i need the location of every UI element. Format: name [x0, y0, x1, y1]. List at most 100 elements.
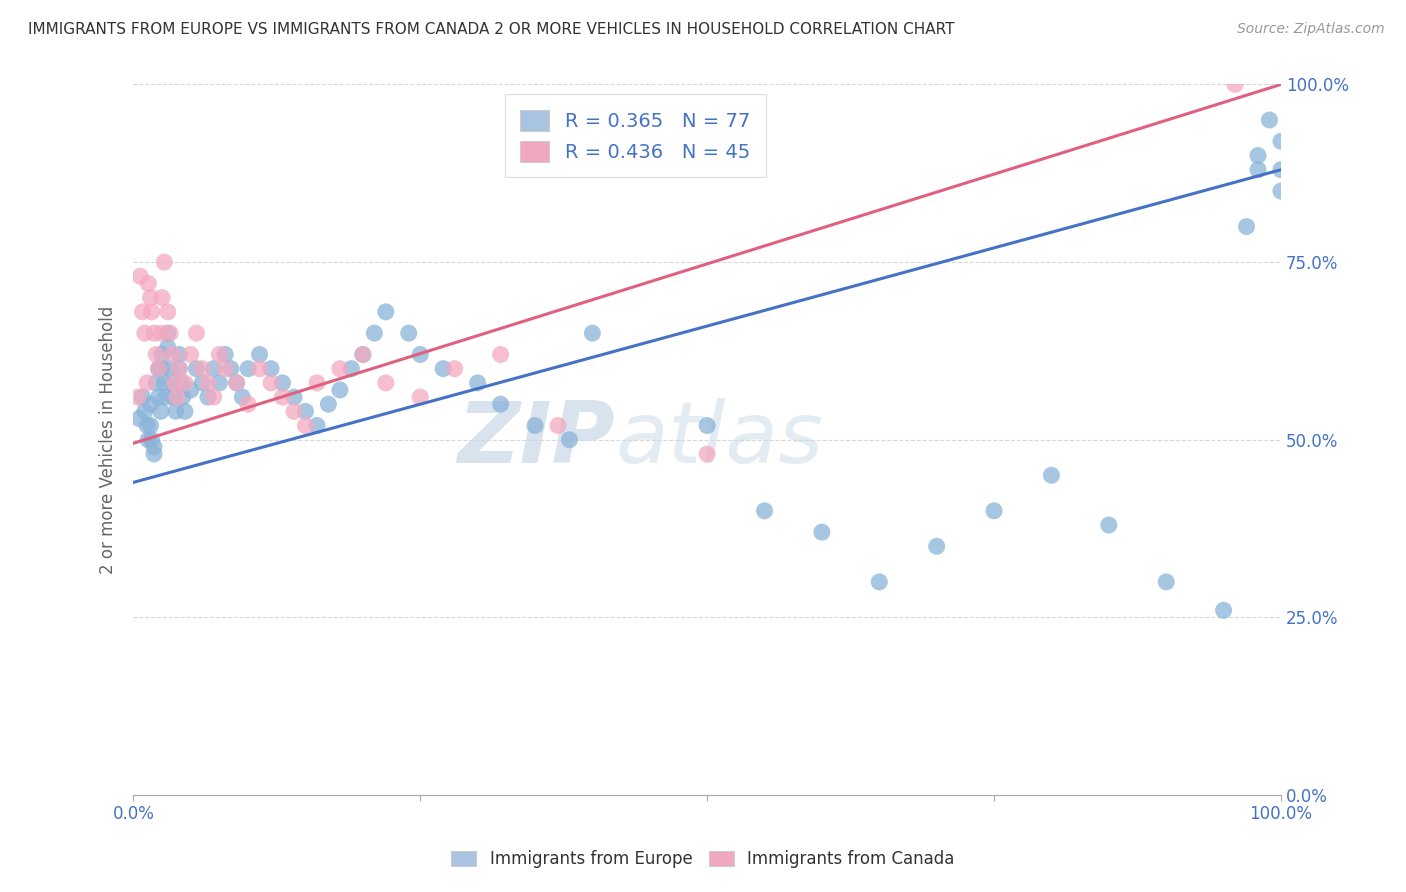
Point: [148, 361, 170, 376]
Point: [139, 418, 162, 433]
Point: [1223, 78, 1246, 92]
Point: [260, 361, 283, 376]
Point: [167, 347, 190, 361]
Point: [150, 347, 173, 361]
Point: [374, 305, 396, 319]
Point: [159, 361, 181, 376]
Point: [202, 361, 225, 376]
Point: [1258, 112, 1281, 127]
Point: [191, 361, 214, 376]
Point: [141, 305, 163, 319]
Point: [153, 376, 176, 390]
Point: [186, 361, 208, 376]
Point: [352, 347, 374, 361]
Point: [236, 361, 259, 376]
Point: [131, 390, 153, 404]
Point: [318, 397, 340, 411]
Point: [166, 390, 188, 404]
Point: [1247, 162, 1270, 177]
Point: [1270, 184, 1292, 198]
Point: [214, 361, 236, 376]
Point: [149, 326, 172, 340]
Point: [489, 397, 512, 411]
Point: [143, 326, 166, 340]
Point: [202, 390, 225, 404]
Point: [170, 376, 193, 390]
Point: [145, 376, 167, 390]
Point: [489, 347, 512, 361]
Point: [149, 404, 172, 418]
Point: [148, 390, 170, 404]
Point: [128, 411, 150, 425]
Point: [148, 361, 170, 376]
Point: [432, 361, 454, 376]
Text: IMMIGRANTS FROM EUROPE VS IMMIGRANTS FROM CANADA 2 OR MORE VEHICLES IN HOUSEHOLD: IMMIGRANTS FROM EUROPE VS IMMIGRANTS FRO…: [28, 22, 955, 37]
Point: [153, 255, 176, 269]
Point: [1247, 148, 1270, 162]
Point: [208, 376, 231, 390]
Point: [150, 361, 173, 376]
Point: [1040, 468, 1063, 483]
Point: [443, 361, 465, 376]
Point: [159, 326, 181, 340]
Point: [165, 404, 187, 418]
Point: [163, 376, 186, 390]
Point: [340, 361, 363, 376]
Point: [409, 347, 432, 361]
Point: [208, 347, 231, 361]
Point: [271, 390, 294, 404]
Point: [363, 326, 385, 340]
Point: [1154, 574, 1177, 589]
Point: [467, 376, 489, 390]
Point: [236, 397, 259, 411]
Point: [547, 418, 569, 433]
Point: [305, 418, 328, 433]
Point: [305, 376, 328, 390]
Point: [156, 340, 179, 354]
Point: [180, 347, 202, 361]
Text: ZIP: ZIP: [458, 398, 616, 482]
Point: [136, 433, 159, 447]
Text: atlas: atlas: [616, 398, 824, 482]
Point: [174, 376, 197, 390]
Point: [145, 347, 167, 361]
Point: [143, 447, 166, 461]
Point: [231, 390, 253, 404]
Point: [167, 361, 190, 376]
Point: [162, 347, 184, 361]
Point: [352, 347, 374, 361]
Point: [294, 418, 316, 433]
Point: [219, 361, 242, 376]
Point: [162, 376, 184, 390]
Point: [197, 376, 219, 390]
Point: [167, 361, 190, 376]
Point: [225, 376, 247, 390]
Point: [191, 376, 214, 390]
Point: [1212, 603, 1234, 617]
Point: [174, 404, 197, 418]
Point: [696, 418, 718, 433]
Point: [136, 418, 159, 433]
Point: [131, 305, 153, 319]
Point: [329, 361, 352, 376]
Point: [155, 390, 177, 404]
Y-axis label: 2 or more Vehicles in Household: 2 or more Vehicles in Household: [100, 306, 117, 574]
Point: [754, 504, 776, 518]
Point: [225, 376, 247, 390]
Point: [398, 326, 420, 340]
Point: [134, 326, 156, 340]
Point: [271, 376, 294, 390]
Point: [214, 347, 236, 361]
Point: [197, 390, 219, 404]
Point: [925, 539, 948, 553]
Point: [172, 390, 194, 404]
Point: [811, 525, 834, 540]
Point: [1098, 518, 1121, 533]
Point: [129, 269, 152, 284]
Point: [143, 440, 166, 454]
Point: [134, 404, 156, 418]
Point: [1270, 162, 1292, 177]
Point: [139, 397, 162, 411]
Point: [136, 277, 159, 291]
Point: [524, 418, 547, 433]
